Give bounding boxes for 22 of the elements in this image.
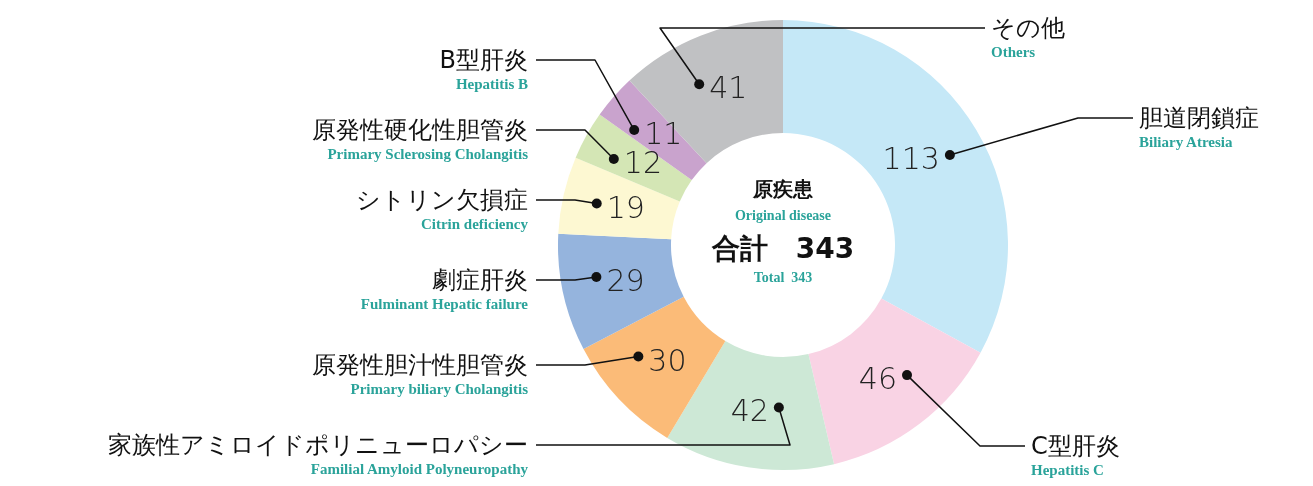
data-label: 113 <box>882 140 940 176</box>
data-label: 46 <box>858 361 898 397</box>
data-label: 42 <box>730 393 769 429</box>
slice-label: 原発性胆汁性胆管炎 Primary biliary Cholangitis <box>312 351 529 397</box>
slice-label: 原発性硬化性胆管炎 Primary Sclerosing Cholangitis <box>312 116 529 162</box>
data-label: 29 <box>606 262 645 298</box>
slice-label: シトリン欠損症 Citrin deficiency <box>356 186 529 232</box>
donut-slice <box>558 233 684 350</box>
text: 原疾患 Original disease <box>734 177 832 223</box>
slice-label: 胆道閉鎖症 Biliary Atresia <box>1139 104 1259 150</box>
donut-slice <box>599 80 707 181</box>
donut-slice <box>583 296 726 438</box>
slice-label: その他 Others <box>991 14 1065 60</box>
slice-label: B型肝炎 Hepatitis B <box>439 46 528 92</box>
data-label: 41 <box>709 70 748 106</box>
slice-label: 劇症肝炎 Fulminant Hepatic failure <box>360 266 529 312</box>
slice-label: 家族性アミロイドポリニューロパシー Familial Amyloid Polyneuropathy <box>108 431 529 477</box>
data-label: 30 <box>648 342 687 378</box>
donut-slice <box>808 298 981 465</box>
data-label: 19 <box>606 189 645 225</box>
text: 合計 343 Total 343 <box>710 232 855 285</box>
slice-label: C型肝炎 Hepatitis C <box>1031 432 1120 478</box>
